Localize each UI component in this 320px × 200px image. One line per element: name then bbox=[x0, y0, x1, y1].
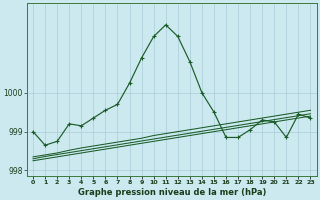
X-axis label: Graphe pression niveau de la mer (hPa): Graphe pression niveau de la mer (hPa) bbox=[77, 188, 266, 197]
